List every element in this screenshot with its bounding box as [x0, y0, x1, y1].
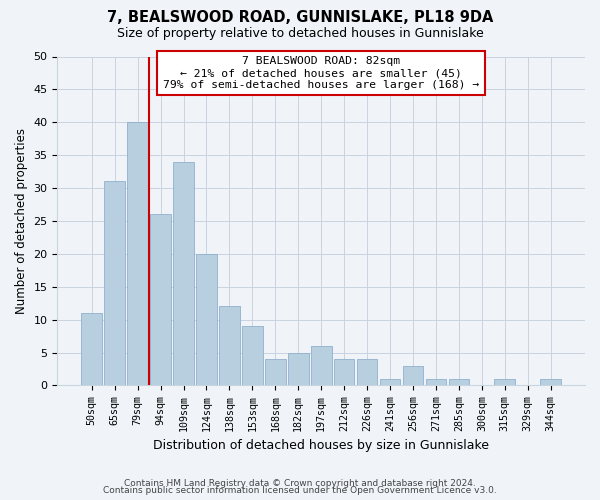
Bar — [127, 122, 148, 386]
Bar — [494, 379, 515, 386]
Text: 7 BEALSWOOD ROAD: 82sqm
← 21% of detached houses are smaller (45)
79% of semi-de: 7 BEALSWOOD ROAD: 82sqm ← 21% of detache… — [163, 56, 479, 90]
Bar — [403, 366, 424, 386]
Text: Contains HM Land Registry data © Crown copyright and database right 2024.: Contains HM Land Registry data © Crown c… — [124, 478, 476, 488]
Y-axis label: Number of detached properties: Number of detached properties — [15, 128, 28, 314]
Bar — [219, 306, 240, 386]
Bar — [334, 359, 355, 386]
Bar — [242, 326, 263, 386]
Bar — [380, 379, 400, 386]
Text: 7, BEALSWOOD ROAD, GUNNISLAKE, PL18 9DA: 7, BEALSWOOD ROAD, GUNNISLAKE, PL18 9DA — [107, 10, 493, 25]
Bar — [541, 379, 561, 386]
Text: Contains public sector information licensed under the Open Government Licence v3: Contains public sector information licen… — [103, 486, 497, 495]
Bar — [265, 359, 286, 386]
Bar — [173, 162, 194, 386]
Bar — [288, 352, 308, 386]
Bar — [150, 214, 171, 386]
Bar — [357, 359, 377, 386]
X-axis label: Distribution of detached houses by size in Gunnislake: Distribution of detached houses by size … — [153, 440, 489, 452]
Text: Size of property relative to detached houses in Gunnislake: Size of property relative to detached ho… — [116, 28, 484, 40]
Bar — [104, 182, 125, 386]
Bar — [425, 379, 446, 386]
Bar — [82, 313, 102, 386]
Bar — [196, 254, 217, 386]
Bar — [449, 379, 469, 386]
Bar — [311, 346, 332, 386]
